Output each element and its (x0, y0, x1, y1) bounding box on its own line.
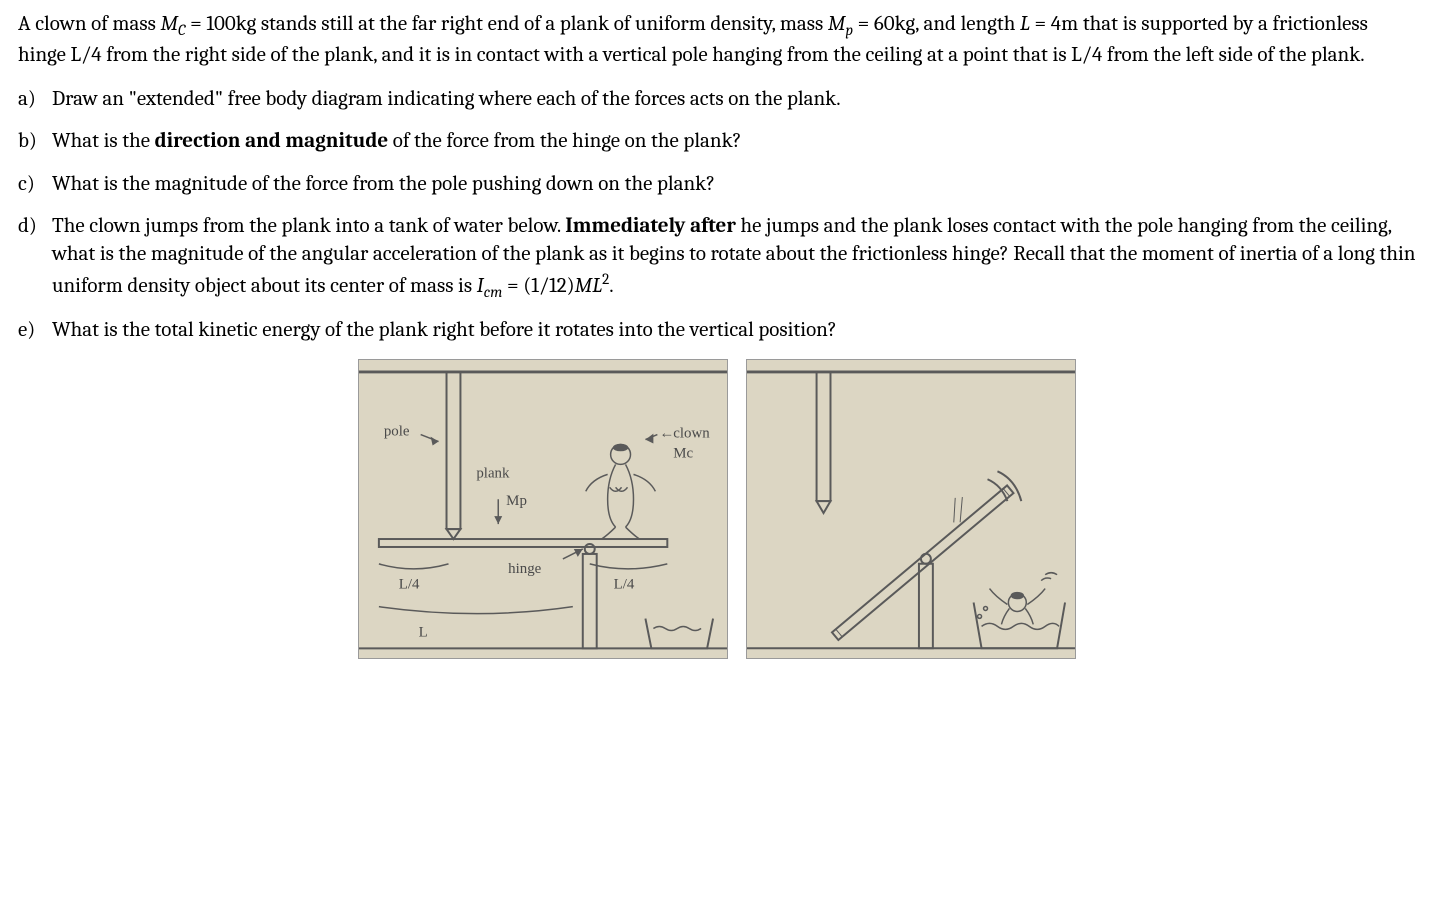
problem-part: c)What is the magnitude of the force fro… (18, 170, 1416, 198)
label-mc: Mc (673, 445, 693, 461)
part-text: What is the magnitude of the force from … (52, 170, 1416, 198)
problem-part: a)Draw an "extended" free body diagram i… (18, 85, 1416, 113)
label-clown: clown (673, 425, 710, 441)
problem-part: e)What is the total kinetic energy of th… (18, 316, 1416, 344)
label-clown-arrow: ← (659, 425, 674, 441)
part-text: The clown jumps from the plank into a ta… (52, 212, 1416, 302)
label-plank: plank (476, 465, 510, 481)
figure-after (746, 359, 1076, 659)
label-lq1: L/4 (399, 576, 420, 592)
label-pole: pole (384, 423, 410, 439)
problem-parts-list: a)Draw an "extended" free body diagram i… (18, 85, 1416, 345)
label-l: L (419, 624, 428, 640)
part-marker: c) (18, 170, 52, 198)
label-mp: Mp (506, 493, 527, 509)
part-marker: e) (18, 316, 52, 344)
part-text: What is the total kinetic energy of the … (52, 316, 1416, 344)
part-marker: d) (18, 212, 52, 240)
part-marker: b) (18, 127, 52, 155)
figures-row: pole ← clown Mc plank Mp hinge L/4 L/4 L (18, 359, 1416, 659)
figure-initial-svg: pole ← clown Mc plank Mp hinge L/4 L/4 L (359, 360, 727, 658)
part-marker: a) (18, 85, 52, 113)
label-hinge: hinge (508, 560, 542, 576)
part-text: What is the direction and magnitude of t… (52, 127, 1416, 155)
label-lq2: L/4 (614, 576, 635, 592)
part-text: Draw an "extended" free body diagram ind… (52, 85, 1416, 113)
figure-after-svg (747, 360, 1075, 658)
problem-part: d)The clown jumps from the plank into a … (18, 212, 1416, 302)
problem-part: b)What is the direction and magnitude of… (18, 127, 1416, 155)
problem-intro: A clown of mass MC = 100kg stands still … (18, 10, 1416, 69)
figure-initial: pole ← clown Mc plank Mp hinge L/4 L/4 L (358, 359, 728, 659)
